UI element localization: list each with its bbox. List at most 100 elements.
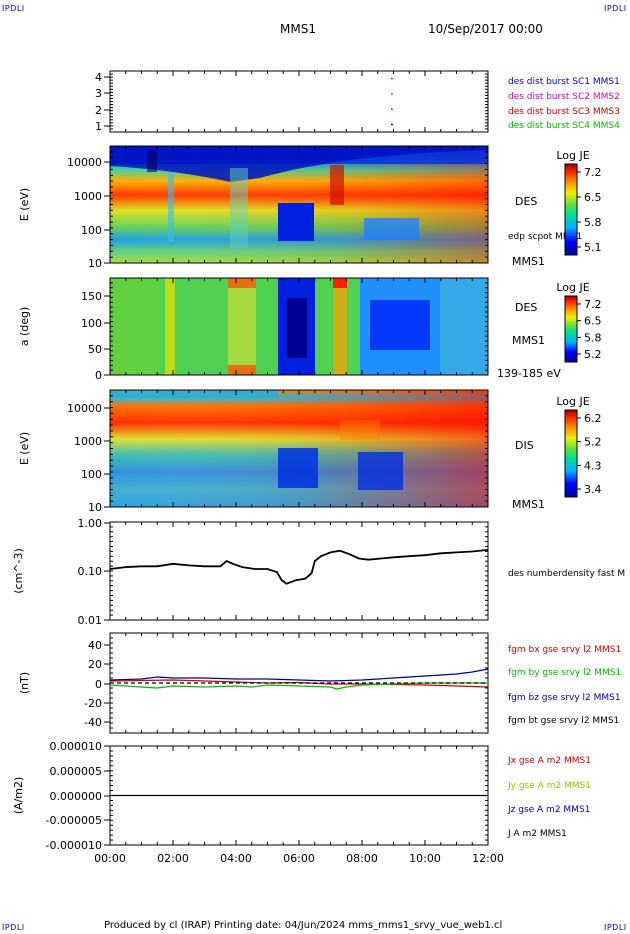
y-axis-label: (nT): [18, 672, 31, 694]
x-tick-label: 00:00: [94, 852, 126, 865]
y-tick-label: 100: [81, 224, 102, 237]
x-tick-label: 08:00: [346, 852, 378, 865]
side-label: MMS1: [512, 498, 545, 511]
side-label: 139-185 eV: [497, 367, 561, 380]
x-tick-label: 02:00: [157, 852, 189, 865]
y-tick-label: 100: [81, 317, 102, 330]
colorbar-title: Log JE: [556, 281, 589, 294]
data-point: [391, 92, 393, 95]
y-tick-label: 0.000000: [50, 790, 103, 803]
colorbar-tick-label: 5.8: [584, 216, 602, 229]
y-tick-label: 0.01: [78, 614, 103, 627]
y-tick-label: 40: [88, 639, 102, 652]
colorbar-tick-label: 5.8: [584, 331, 602, 344]
side-label: MMS1: [512, 255, 545, 268]
panel-p6: 40 20 0 -20 -40 (nT) fgm bx gse srvy l2 MMS1 fg…: [18, 632, 621, 734]
y-axis-label: E (eV): [18, 188, 31, 221]
legend-entry: fgm by gse srvy l2 MMS1: [508, 668, 621, 678]
y-tick-label: 20: [88, 658, 102, 671]
y-tick-label: -0.000005: [46, 814, 102, 827]
y-axis-label: (A/m2): [12, 777, 25, 815]
legend-entry: Jz gse A m2 MMS1: [507, 805, 590, 815]
side-label: DES: [515, 301, 537, 314]
colorbar-tick-label: 6.2: [584, 412, 602, 425]
colorbar-tick-label: 4.3: [584, 459, 602, 472]
y-tick-label: 0.10: [78, 565, 103, 578]
y-tick-label: 1: [95, 120, 102, 133]
y-tick-label: 3: [95, 87, 102, 100]
y-tick-label: -0.000010: [46, 839, 102, 852]
legend-entry: des dist burst SC3 MMS3: [508, 107, 620, 117]
data-point: [391, 77, 393, 80]
y-axis-label: a (deg): [18, 307, 31, 347]
legend-entry: des numberdensity fast M: [508, 569, 625, 579]
legend-entry: Jx gse A m2 MMS1: [507, 756, 591, 766]
panel-p4: 10000 1000 100 10 E (eV) DIS MMS1 Log JE 6.2 5.2 4…: [18, 389, 602, 514]
side-label: DES: [515, 195, 537, 208]
series-line: [109, 682, 488, 690]
colorbar-title: Log JE: [556, 149, 589, 162]
y-tick-label: 100: [81, 468, 102, 481]
legend-entry: J A m2 MMS1: [507, 829, 567, 839]
series-line: [109, 668, 489, 682]
legend-entry: fgm bt gse srvy l2 MMS1: [508, 716, 619, 726]
colorbar: [564, 295, 578, 363]
legend-entry: Jy gse A m2 MMS1: [507, 781, 591, 791]
x-tick-label: 10:00: [409, 852, 441, 865]
heatmap-p3-image: [110, 278, 488, 375]
legend-entry: fgm bx gse srvy l2 MMS1: [508, 645, 621, 655]
legend-entry: des dist burst SC2 MMS2: [508, 92, 620, 102]
x-tick-label: 06:00: [283, 852, 315, 865]
heatmap-p4-image: [110, 390, 488, 507]
colorbar-tick-label: 7.2: [584, 298, 602, 311]
legend-entry: des dist burst SC4 MMS4: [508, 121, 620, 131]
colorbar-tick-label: 6.5: [584, 315, 602, 328]
date-title: 10/Sep/2017 00:00: [428, 22, 543, 36]
y-tick-label: 0.000005: [50, 765, 103, 778]
y-tick-label: 1000: [74, 190, 102, 203]
colorbar-tick-label: 7.2: [584, 166, 602, 179]
spacecraft-title: MMS1: [280, 22, 316, 36]
side-label: edp scpot MMS1: [508, 232, 582, 242]
y-tick-label: 50: [88, 343, 102, 356]
side-label: MMS1: [512, 334, 545, 347]
panel-p2: 10000 1000 100 10 E (eV) DES edp scpot MMS1 MMS…: [18, 145, 602, 270]
colorbar-tick-label: 3.4: [584, 483, 602, 496]
y-tick-label: 4: [95, 71, 102, 84]
y-tick-label: 0.000010: [50, 740, 103, 753]
y-tick-label: 10: [88, 257, 102, 270]
colorbar: [564, 409, 578, 498]
colorbar-tick-label: 5.2: [584, 348, 602, 361]
corner-label-top-right: IPDLI: [604, 4, 627, 13]
corner-label-top-left: IPDLI: [2, 4, 25, 13]
panel-p3: 150 100 50 0 a (deg) DES MMS1 139-185 eV Log JE 7…: [18, 277, 602, 382]
x-tick-label: 12:00: [472, 852, 504, 865]
colorbar-tick-label: 5.2: [584, 436, 602, 449]
colorbar-tick-label: 6.5: [584, 191, 602, 204]
y-tick-label: 10000: [67, 402, 102, 415]
plot-frame: [109, 521, 489, 621]
y-axis-label: E (eV): [18, 432, 31, 465]
y-tick-label: -20: [84, 697, 102, 710]
y-tick-label: 2: [95, 104, 102, 117]
corner-label-bottom-left: IPDLI: [2, 923, 25, 932]
y-tick-label: 0: [95, 369, 102, 382]
y-tick-label: 1000: [74, 435, 102, 448]
y-tick-label: 150: [81, 290, 102, 303]
colorbar-title: Log JE: [556, 395, 589, 408]
colorbar-tick-label: 5.1: [584, 241, 602, 254]
legend-entry: des dist burst SC1 MMS1: [508, 77, 620, 87]
corner-label-bottom-right: IPDLI: [604, 923, 627, 932]
data-point: [391, 108, 393, 111]
plot-frame: [109, 70, 489, 133]
side-label: DIS: [515, 439, 534, 452]
y-tick-label: -40: [84, 716, 102, 729]
legend-entry: fgm bz gse srvy l2 MMS1: [508, 693, 621, 703]
y-axis-label: (cm^-3): [12, 548, 25, 594]
footer-credits: Produced by cl (IRAP) Printing date: 04/…: [104, 920, 503, 931]
panel-p5: 1.00 0.10 0.01 (cm^-3) des numberdensity fas…: [12, 517, 625, 627]
y-tick-label: 1.00: [78, 517, 103, 530]
x-tick-label: 04:00: [220, 852, 252, 865]
heatmap-p2-image: [110, 146, 488, 263]
